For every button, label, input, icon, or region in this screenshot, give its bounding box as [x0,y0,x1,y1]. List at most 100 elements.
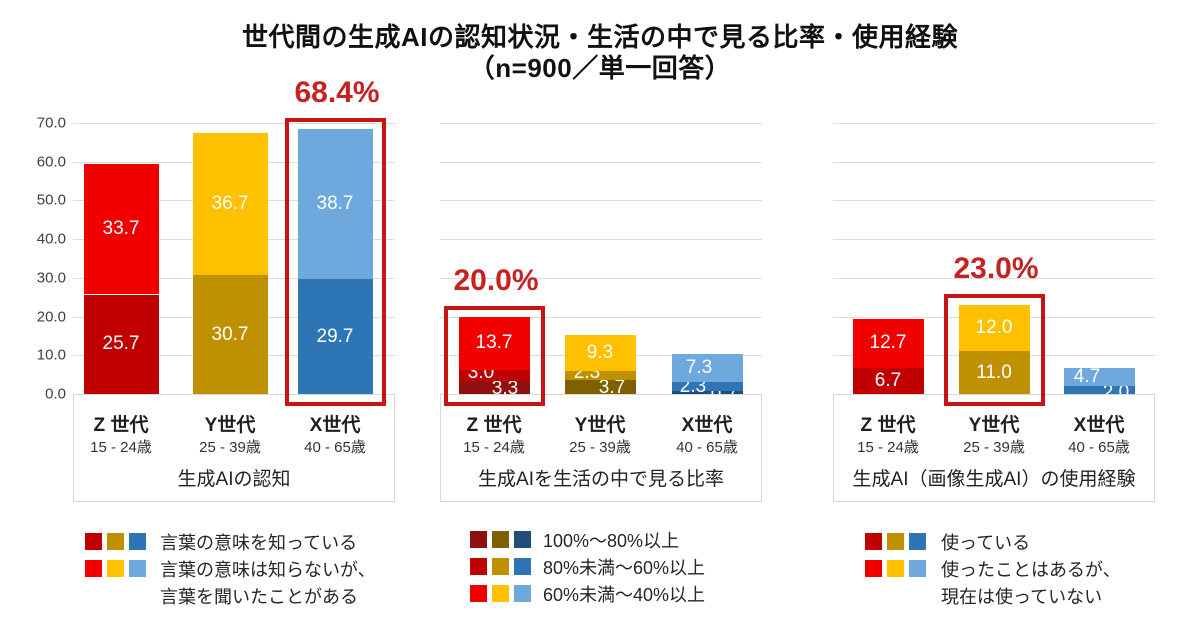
bar-segment [852,368,924,394]
bar-value-label: 4.7 [1073,366,1101,388]
legend-swatch [865,560,882,577]
category-label: Z 世代 [93,415,149,436]
legend-swatch [470,585,487,602]
category-age-label: 25 - 39歳 [569,439,631,456]
gridline [440,123,762,124]
legend-swatch [514,531,531,548]
bar-value-label: 6.7 [874,370,902,392]
bar-value-label: 36.7 [211,193,249,215]
chart-caption: 生成AIの認知 [177,469,291,490]
bar-segment [192,275,268,394]
bar-segment [564,379,636,394]
legend-label: 80%未満〜60%以上 [543,558,706,578]
category-label: X世代 [681,415,733,436]
highlight-percent-label: 23.0% [953,251,1039,285]
category-age-label: 15 - 24歳 [463,439,525,456]
legend-swatch [107,533,124,550]
bar-segment [458,316,530,370]
bar-value-label: 3.3 [491,377,519,399]
category-label: Y世代 [574,415,626,436]
bar-segment [671,382,743,392]
legend-swatch [107,560,124,577]
bar-segment [852,318,924,369]
y-axis-tick-label: 50.0 [36,191,66,209]
bar-value-label: 11.0 [976,361,1012,383]
highlight-box [943,293,1045,406]
y-axis-tick-label: 0.0 [45,385,66,403]
chart-title-line2: （n=900／単一回答） [468,53,732,83]
bar-segment [297,129,373,279]
bar-segment [1063,386,1135,394]
bar-segment [1063,368,1135,387]
gridline [833,239,1155,241]
bar-segment [564,334,636,371]
legend-label: 使ったことはあるが、 [941,560,1121,580]
chart-caption: 生成AIを生活の中で見る比率 [478,469,724,490]
bar-value-label: 38.7 [316,193,354,215]
category-age-label: 40 - 65歳 [304,439,366,456]
bar-value-label: 25.7 [102,333,140,355]
category-label: Y世代 [204,415,256,436]
gridline [440,277,762,279]
category-age-label: 15 - 24歳 [857,439,919,456]
gridline [440,316,762,318]
y-axis-tick-label: 60.0 [36,153,66,171]
legend-swatch [887,533,904,550]
y-axis-tick-label: 30.0 [36,269,66,287]
y-axis-tick-label: 70.0 [36,114,66,132]
legend-label: 60%未満〜40%以上 [543,585,706,605]
bar-segment [958,304,1030,352]
category-axis-box [833,394,1155,502]
legend-swatch [492,558,509,575]
bar-segment [458,381,530,394]
legend-swatch [909,533,926,550]
category-age-label: 25 - 39歳 [199,439,261,456]
legend-swatch [85,533,102,550]
legend-swatch [865,533,882,550]
chart-title: 世代間の生成AIの認知状況・生活の中で見る比率・使用経験 （n=900／単一回答… [0,22,1200,84]
legend-label: 言葉を聞いたことがある [160,587,358,607]
bar-value-label: 9.3 [586,341,614,363]
category-label: Y世代 [968,415,1020,436]
legend-label: 100%〜80%以上 [543,531,680,551]
category-label: Z 世代 [466,415,522,436]
category-age-label: 40 - 65歳 [1068,439,1130,456]
bar-value-label: 2.0 [1102,382,1130,404]
highlight-percent-label: 20.0% [453,263,539,297]
bar-value-label: 29.7 [316,325,354,347]
category-age-label: 25 - 39歳 [963,439,1025,456]
category-age-label: 15 - 24歳 [90,439,152,456]
gridline [440,161,762,163]
bar-segment [671,391,743,394]
bar-segment [564,370,636,380]
category-label: X世代 [1073,415,1125,436]
legend-swatch [514,558,531,575]
legend-swatch [129,560,146,577]
chart-caption: 生成AI（画像生成AI）の使用経験 [852,469,1136,490]
bar-segment [83,294,159,394]
legend-swatch [492,585,509,602]
bar-segment [671,354,743,383]
legend-label: 現在は使っていない [941,587,1103,607]
gridline [833,123,1155,124]
bar-segment [458,369,530,382]
category-axis-box [73,394,395,502]
bar-segment [297,279,373,394]
legend-label: 言葉の意味を知っている [160,533,358,553]
bar-segment [958,351,1030,394]
gridline [73,123,395,124]
legend-swatch [129,533,146,550]
legend-label: 言葉の意味は知らないが、 [160,560,376,580]
bar-segment [83,164,159,295]
gridline [833,277,1155,279]
y-axis-tick-label: 40.0 [36,230,66,248]
gridline [833,200,1155,202]
y-axis-tick-label: 10.0 [36,346,66,364]
legend-swatch [470,531,487,548]
gridline [833,161,1155,163]
category-age-label: 40 - 65歳 [676,439,738,456]
legend-swatch [85,560,102,577]
bar-value-label: 13.7 [475,332,513,354]
category-axis-box [440,394,762,502]
